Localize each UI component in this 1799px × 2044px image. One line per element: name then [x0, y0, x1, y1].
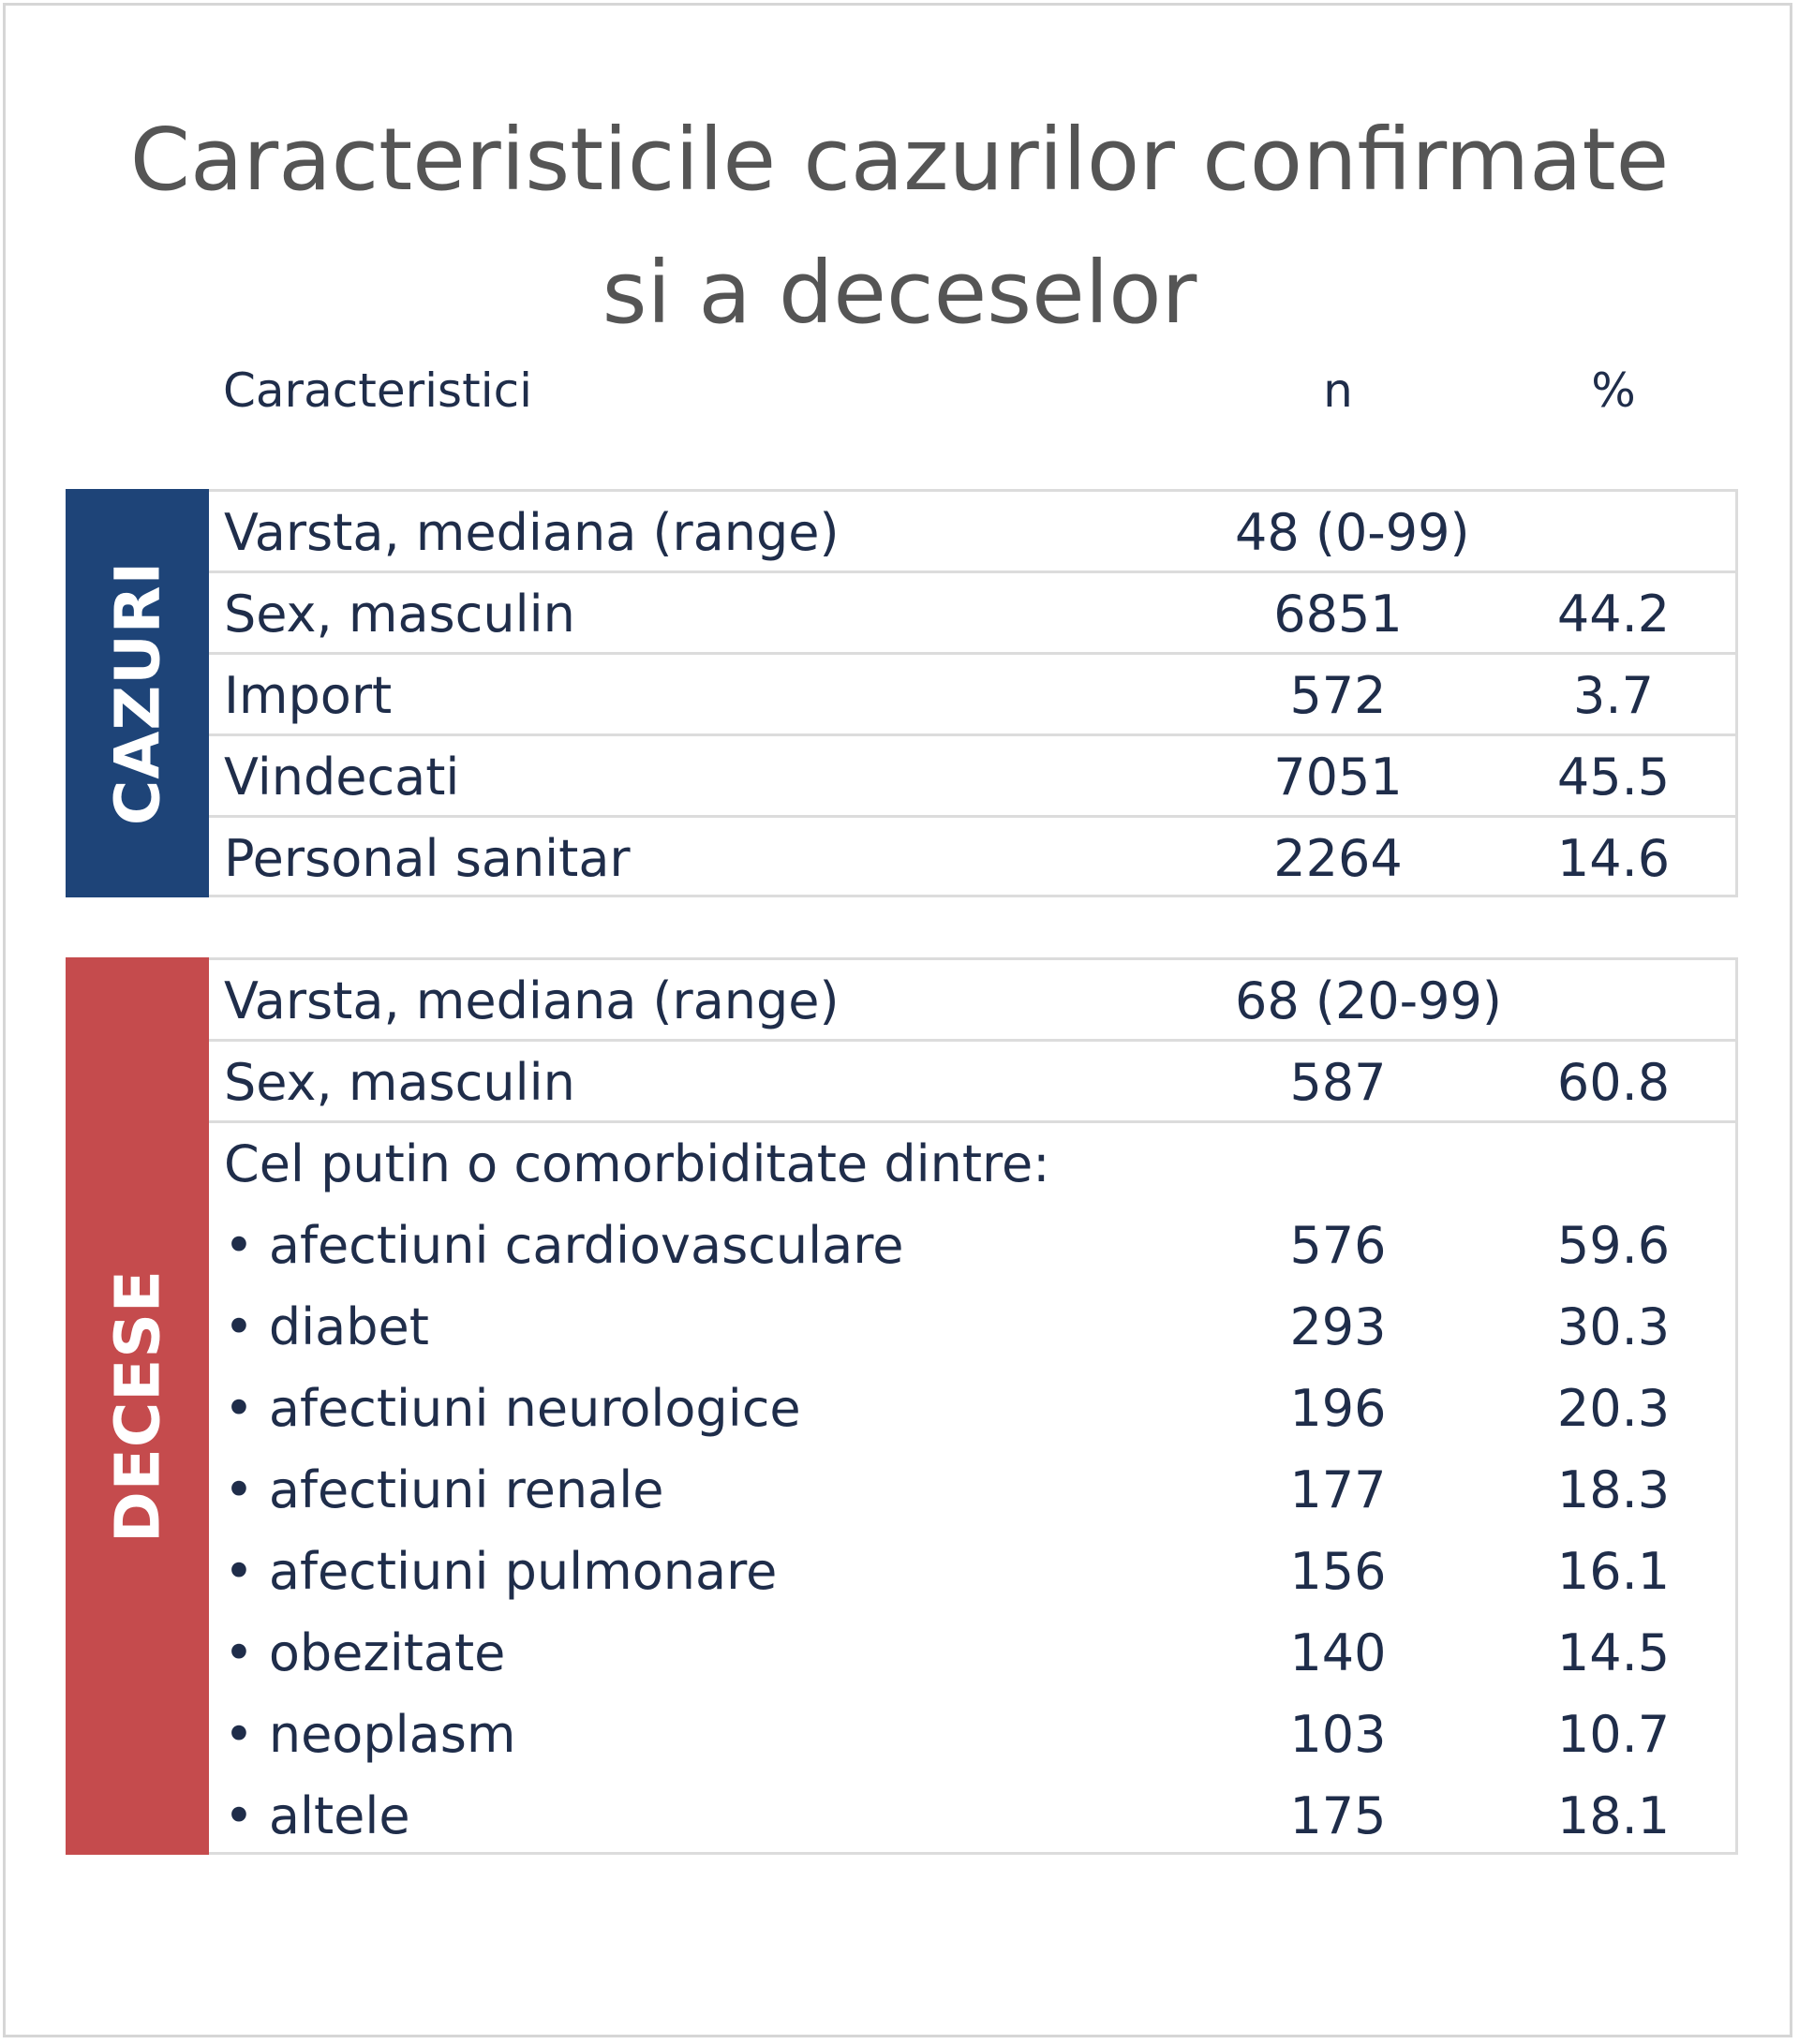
cazuri-row-import: Import 572 3.7	[209, 655, 1735, 736]
row-label: • neoplasm	[224, 1694, 515, 1775]
row-percent: 44.2	[1556, 585, 1671, 644]
row-n: 576	[1289, 1216, 1387, 1275]
title-line-1: Caracteristicile cazurilor confirmate	[129, 110, 1670, 210]
bullet-icon: •	[224, 1623, 254, 1682]
row-n: 196	[1289, 1379, 1387, 1438]
row-label: Personal sanitar	[224, 829, 631, 888]
decese-row-diabet: • diabet 293 30.3	[209, 1286, 1735, 1368]
row-label: Sex, masculin	[224, 1053, 575, 1112]
bullet-icon: •	[224, 1460, 254, 1519]
row-label: • afectiuni pulmonare	[224, 1531, 777, 1612]
cazuri-row-vindecati: Vindecati 7051 45.5	[209, 736, 1735, 818]
bullet-icon: •	[224, 1379, 254, 1438]
row-percent: 45.5	[1556, 748, 1671, 807]
row-percent: 30.3	[1556, 1297, 1671, 1356]
row-n: 156	[1289, 1542, 1387, 1601]
decese-row-sex: Sex, masculin 587 60.8	[209, 1042, 1735, 1123]
row-percent: 14.6	[1556, 829, 1671, 888]
row-label: • obezitate	[224, 1612, 505, 1694]
row-percent: 10.7	[1556, 1705, 1671, 1764]
row-label: • altele	[224, 1775, 410, 1857]
slide-frame	[3, 3, 1792, 2037]
cazuri-row-personal-sanitar: Personal sanitar 2264 14.6	[209, 818, 1735, 899]
row-percent: 18.3	[1556, 1460, 1671, 1519]
row-label-text: obezitate	[268, 1623, 506, 1682]
row-label-text: afectiuni renale	[268, 1460, 664, 1519]
row-percent: 60.8	[1556, 1053, 1671, 1112]
decese-row-pulmonare: • afectiuni pulmonare 156 16.1	[209, 1531, 1735, 1612]
bullet-icon: •	[224, 1786, 254, 1845]
cazuri-table: Varsta, mediana (range) 48 (0-99) Sex, m…	[209, 489, 1738, 897]
row-label: • afectiuni cardiovasculare	[224, 1205, 903, 1286]
title-line-2: si a deceselor	[602, 243, 1197, 343]
row-n: 48 (0-99)	[1235, 503, 1470, 562]
decese-row-neurologice: • afectiuni neurologice 196 20.3	[209, 1368, 1735, 1449]
row-n: 140	[1289, 1623, 1387, 1682]
decese-row-comorbiditate-header: Cel putin o comorbiditate dintre:	[209, 1123, 1735, 1205]
decese-row-obezitate: • obezitate 140 14.5	[209, 1612, 1735, 1694]
slide-title: Caracteristicile cazurilor confirmate si…	[0, 94, 1799, 360]
row-label-text: afectiuni neurologice	[268, 1379, 801, 1438]
row-label: Varsta, mediana (range)	[224, 971, 840, 1030]
row-label: Varsta, mediana (range)	[224, 503, 840, 562]
row-label: Sex, masculin	[224, 585, 575, 644]
decese-row-neoplasm: • neoplasm 103 10.7	[209, 1694, 1735, 1775]
row-n: 175	[1289, 1786, 1387, 1845]
decese-row-cardiovasculare: • afectiuni cardiovasculare 576 59.6	[209, 1205, 1735, 1286]
row-n: 103	[1289, 1705, 1387, 1764]
column-header-n: n	[1323, 363, 1353, 418]
row-percent: 14.5	[1556, 1623, 1671, 1682]
row-percent: 3.7	[1573, 666, 1654, 725]
row-percent: 16.1	[1556, 1542, 1671, 1601]
row-n: 177	[1289, 1460, 1387, 1519]
row-n: 572	[1289, 666, 1387, 725]
column-header-percent: %	[1591, 363, 1636, 418]
row-n: 6851	[1273, 585, 1403, 644]
row-n: 587	[1289, 1053, 1387, 1112]
row-label: Import	[224, 666, 393, 725]
row-label-text: afectiuni cardiovasculare	[268, 1216, 904, 1275]
cazuri-row-sex: Sex, masculin 6851 44.2	[209, 573, 1735, 655]
row-n: 68 (20-99)	[1235, 971, 1502, 1030]
cazuri-band: CAZURI	[66, 489, 209, 897]
decese-band: DECESE	[66, 957, 209, 1855]
row-label: • diabet	[224, 1286, 429, 1368]
row-n: 7051	[1273, 748, 1403, 807]
cazuri-band-label: CAZURI	[101, 560, 173, 826]
decese-row-renale: • afectiuni renale 177 18.3	[209, 1449, 1735, 1531]
row-n: 2264	[1273, 829, 1403, 888]
row-label: • afectiuni renale	[224, 1449, 663, 1531]
decese-table: Varsta, mediana (range) 68 (20-99) Sex, …	[209, 957, 1738, 1855]
row-label-text: diabet	[268, 1297, 429, 1356]
row-label: Vindecati	[224, 748, 460, 807]
bullet-icon: •	[224, 1216, 254, 1275]
row-label: Cel putin o comorbiditate dintre:	[224, 1134, 1050, 1193]
row-percent: 20.3	[1556, 1379, 1671, 1438]
decese-band-label: DECESE	[101, 1268, 173, 1544]
row-label-text: afectiuni pulmonare	[268, 1542, 778, 1601]
row-n: 293	[1289, 1297, 1387, 1356]
cazuri-row-varsta: Varsta, mediana (range) 48 (0-99)	[209, 492, 1735, 573]
column-header-caracteristici: Caracteristici	[223, 363, 532, 418]
row-label-text: neoplasm	[268, 1705, 516, 1764]
row-percent: 59.6	[1556, 1216, 1671, 1275]
bullet-icon: •	[224, 1542, 254, 1601]
row-label-text: altele	[268, 1786, 410, 1845]
row-percent: 18.1	[1556, 1786, 1671, 1845]
row-label: • afectiuni neurologice	[224, 1368, 801, 1449]
bullet-icon: •	[224, 1297, 254, 1356]
bullet-icon: •	[224, 1705, 254, 1764]
decese-row-varsta: Varsta, mediana (range) 68 (20-99)	[209, 960, 1735, 1042]
decese-row-altele: • altele 175 18.1	[209, 1775, 1735, 1857]
